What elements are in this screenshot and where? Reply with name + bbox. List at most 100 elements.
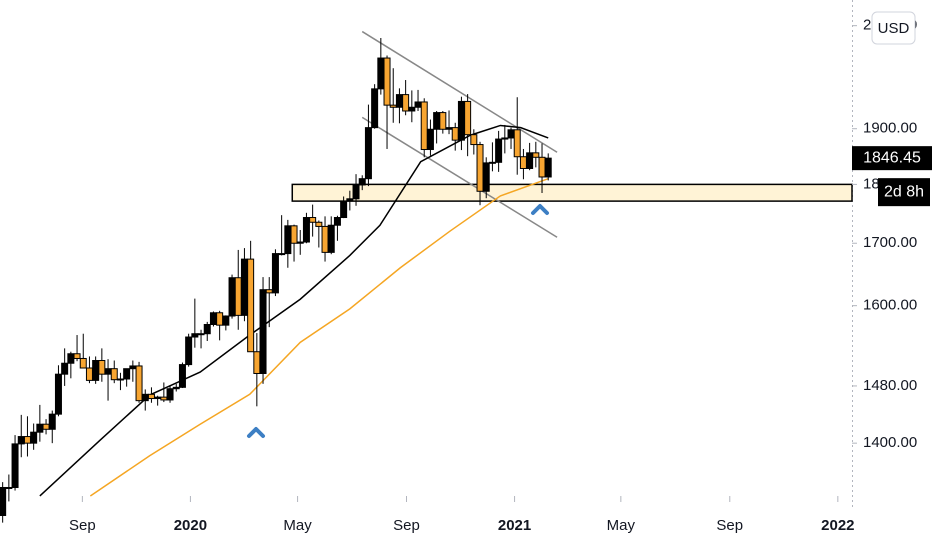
candle-body (315, 221, 323, 227)
candle-body (5, 486, 13, 489)
candle-body (420, 101, 428, 151)
candle-body (395, 94, 403, 108)
candle-body (408, 106, 416, 112)
x-tick-label: 2020 (174, 517, 207, 534)
candle-body (185, 336, 193, 366)
arrow-marker (531, 204, 549, 215)
candle-body (98, 360, 106, 375)
candle-body (67, 353, 75, 364)
x-tick-label: Sep (393, 517, 420, 534)
candle-body (433, 112, 441, 130)
candle-body (538, 156, 546, 178)
candle-body (333, 217, 341, 226)
y-tick-label: 1700.00 (863, 234, 917, 251)
candle-body (290, 225, 298, 244)
candle-body (135, 365, 143, 402)
candle-body (0, 486, 7, 517)
candle-body (42, 423, 50, 430)
currency-label[interactable]: USD (878, 20, 910, 37)
moving-average (39, 124, 549, 497)
candle-body (507, 129, 515, 139)
candle-body (30, 431, 38, 444)
candle-body (352, 184, 360, 200)
candle-body (389, 104, 397, 108)
candle-body (141, 393, 149, 402)
candle-body (526, 152, 534, 169)
candle-body (203, 323, 211, 335)
arrow-marker (247, 427, 265, 438)
candle-body (457, 100, 465, 141)
x-tick-label: Sep (69, 517, 96, 534)
candle-body (309, 217, 317, 223)
candle-body (61, 362, 69, 375)
candle-body (160, 396, 168, 401)
candle-body (327, 224, 335, 253)
candle-body (358, 178, 366, 186)
candle-body (265, 289, 273, 294)
candle-body (544, 157, 552, 178)
candle-body (482, 162, 490, 192)
candle-body (445, 127, 453, 130)
candle-body (284, 225, 292, 255)
candle-body (104, 368, 112, 375)
candle-body (296, 241, 304, 244)
candle-body (532, 152, 540, 158)
candle-body (172, 386, 180, 390)
candle-body (110, 368, 118, 381)
moving-average (89, 177, 549, 497)
x-tick-label: 2022 (821, 517, 854, 534)
candle-body (240, 258, 248, 316)
candle-body (79, 357, 87, 369)
candle-body (371, 88, 379, 129)
candle-body (234, 277, 242, 316)
candle-body (271, 253, 279, 294)
support-zone (291, 183, 853, 202)
candle-body (278, 253, 286, 256)
candle-body (259, 289, 267, 374)
candle-body (73, 353, 81, 359)
candle-body (23, 436, 31, 444)
candle-body (439, 112, 447, 130)
candle-body (178, 364, 186, 388)
axis: 1400.001480.001600.001700.001800.001900.… (69, 17, 932, 534)
candle-body (166, 388, 174, 401)
candle-body (519, 156, 527, 169)
plot (0, 30, 853, 523)
candle-body (154, 396, 162, 400)
candle-body (209, 312, 217, 325)
currency-button[interactable] (871, 11, 916, 45)
candle-body (476, 144, 484, 192)
y-tick-label: 1480.00 (863, 377, 917, 394)
candle-body (17, 436, 25, 445)
candle-body (488, 161, 496, 164)
candle-body (54, 373, 62, 415)
candle-body (216, 312, 224, 326)
candle-body (414, 101, 422, 108)
candle-body (129, 365, 137, 370)
candle-body (346, 198, 354, 202)
candle-body (302, 217, 310, 243)
candle-body (123, 368, 131, 380)
candle-body (470, 134, 478, 146)
candle-body (85, 367, 93, 381)
x-tick-label: May (607, 517, 636, 534)
candle-body (92, 360, 100, 381)
candle-body (321, 225, 329, 253)
candle-body (253, 351, 261, 374)
countdown-label: 2d 8h (884, 183, 924, 200)
y-tick-label: 1900.00 (863, 120, 917, 137)
candle-body (340, 200, 348, 219)
trend-line (361, 116, 558, 238)
x-tick-label: May (283, 517, 312, 534)
candle-body (426, 128, 434, 151)
trend-line (361, 30, 558, 153)
candle-body (383, 57, 391, 106)
candle-body (191, 333, 199, 338)
candle-body (116, 378, 124, 381)
y-tick-label: 1600.00 (863, 297, 917, 314)
candle-body (513, 129, 521, 158)
countdown-box (878, 178, 930, 207)
candle-body (501, 137, 509, 140)
candle-body (377, 57, 385, 90)
